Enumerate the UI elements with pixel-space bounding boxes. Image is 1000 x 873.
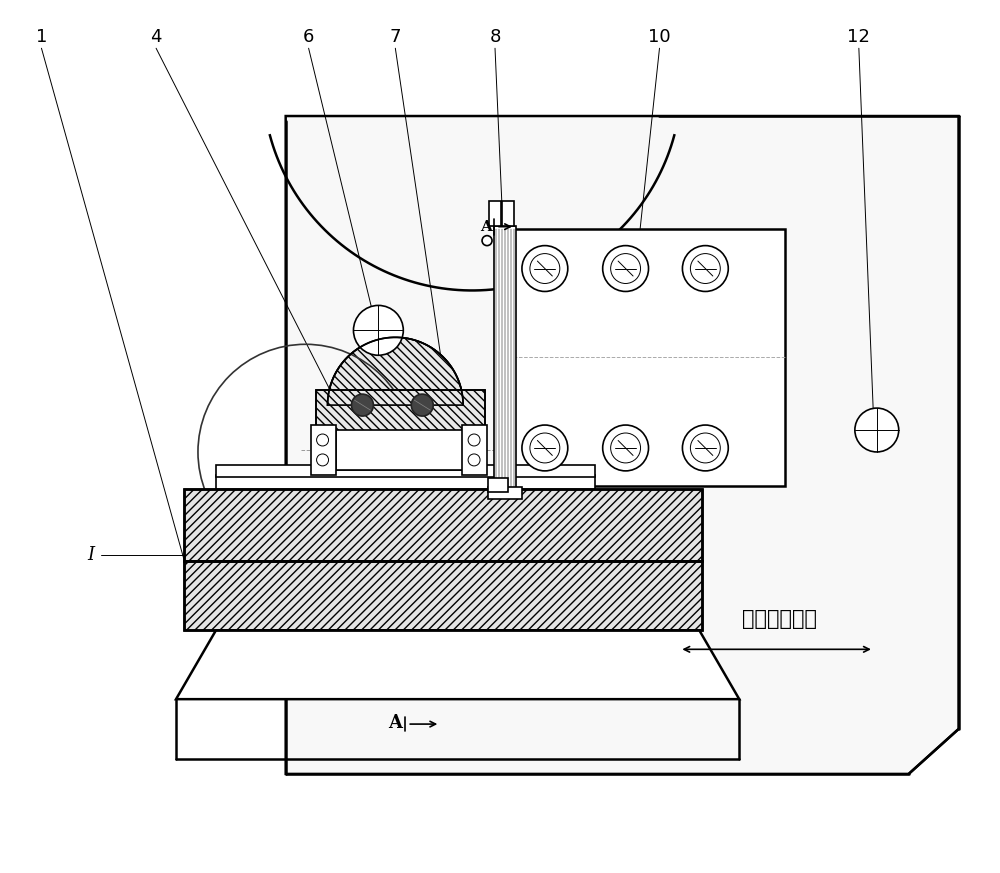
Circle shape — [690, 253, 720, 284]
Text: 1: 1 — [36, 28, 47, 46]
Circle shape — [317, 434, 329, 446]
Circle shape — [690, 433, 720, 463]
Text: 产品运动方向: 产品运动方向 — [742, 609, 817, 629]
Polygon shape — [176, 630, 739, 699]
Bar — [494, 226, 516, 490]
Text: 4: 4 — [150, 28, 162, 46]
Circle shape — [682, 425, 728, 471]
Circle shape — [482, 236, 492, 245]
Polygon shape — [328, 337, 463, 405]
Bar — [216, 465, 595, 477]
Circle shape — [468, 434, 480, 446]
Circle shape — [682, 245, 728, 292]
Circle shape — [855, 408, 899, 452]
Text: 12: 12 — [847, 28, 870, 46]
Text: 7: 7 — [390, 28, 401, 46]
Circle shape — [411, 394, 433, 416]
Text: A: A — [388, 714, 402, 732]
Bar — [311, 425, 336, 475]
Text: 10: 10 — [648, 28, 671, 46]
Circle shape — [468, 454, 480, 466]
Circle shape — [353, 306, 403, 355]
Bar — [488, 478, 508, 491]
Bar — [184, 489, 702, 560]
Bar — [216, 475, 595, 489]
Bar — [316, 390, 485, 470]
Circle shape — [603, 425, 649, 471]
Bar — [184, 489, 702, 560]
Bar — [316, 390, 485, 470]
Text: 8: 8 — [489, 28, 501, 46]
Circle shape — [611, 253, 641, 284]
Text: I: I — [88, 546, 95, 564]
Bar — [462, 425, 487, 475]
Bar — [336, 430, 465, 470]
Circle shape — [530, 433, 560, 463]
Text: 6: 6 — [303, 28, 314, 46]
Circle shape — [530, 253, 560, 284]
Circle shape — [522, 245, 568, 292]
Circle shape — [611, 433, 641, 463]
Circle shape — [603, 245, 649, 292]
Text: A: A — [480, 220, 492, 234]
Bar — [488, 487, 522, 498]
Bar — [184, 560, 702, 630]
Bar — [184, 560, 702, 630]
Bar — [503, 229, 785, 486]
Bar — [489, 201, 501, 226]
Circle shape — [522, 425, 568, 471]
Circle shape — [317, 454, 329, 466]
Circle shape — [351, 394, 373, 416]
Polygon shape — [286, 116, 959, 774]
Bar — [502, 201, 514, 226]
